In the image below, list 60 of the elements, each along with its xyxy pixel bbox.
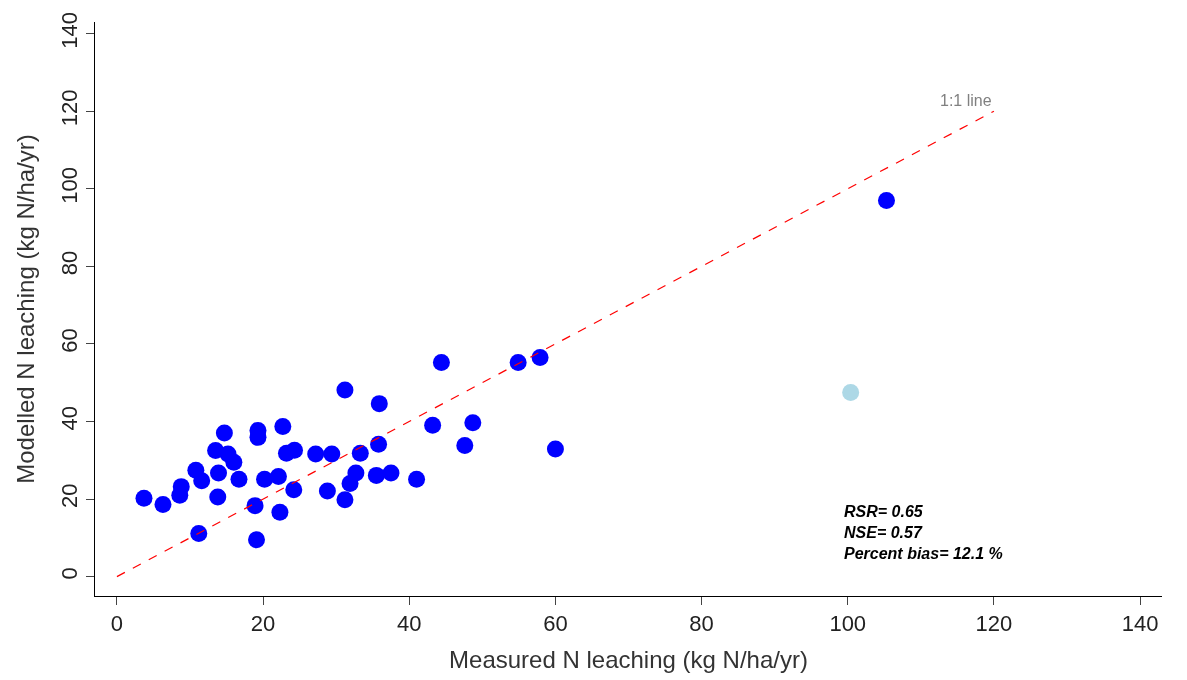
annotation: 1:1 line (940, 92, 992, 109)
x-tick-label: 120 (975, 611, 1013, 637)
x-tick-label: 60 (543, 611, 568, 637)
y-tick-label: 60 (57, 328, 83, 353)
point (509, 354, 527, 372)
y-tick-label: 80 (57, 250, 83, 276)
point (154, 495, 172, 513)
point (274, 418, 292, 435)
y-tick-label: 40 (57, 405, 83, 431)
point (209, 488, 227, 506)
y-tick-label: 20 (57, 483, 83, 508)
point (286, 441, 304, 459)
point (347, 464, 365, 482)
point (323, 445, 341, 463)
point (336, 381, 354, 399)
x-tick-label: 100 (829, 611, 867, 637)
point (367, 466, 385, 484)
annotation: NSE= 0.57 (844, 523, 923, 541)
point (351, 444, 369, 462)
annotation: Percent bias= 12.1 % (844, 544, 1003, 562)
point (842, 383, 860, 401)
x-tick-label: 40 (397, 611, 422, 637)
point (256, 470, 274, 488)
point (190, 525, 208, 543)
point (370, 435, 388, 453)
x-tick-label: 80 (689, 611, 714, 637)
point (225, 453, 243, 471)
point (269, 468, 287, 486)
point (285, 481, 303, 499)
point (464, 414, 482, 432)
point (877, 191, 895, 209)
point (215, 424, 233, 442)
point (408, 470, 426, 488)
annotation: RSR= 0.65 (844, 503, 924, 520)
point (336, 491, 354, 509)
point (531, 348, 549, 366)
point (246, 497, 264, 515)
y-tick-label: 0 (57, 567, 83, 580)
point (248, 531, 266, 549)
point (424, 416, 442, 434)
x-tick-label: 20 (250, 611, 276, 637)
point (318, 482, 336, 500)
point (370, 395, 388, 413)
point (382, 464, 400, 482)
point (271, 503, 289, 521)
x-tick-label: 140 (1121, 611, 1159, 637)
y-tick-label: 140 (57, 11, 83, 49)
point (210, 464, 228, 482)
point (456, 437, 474, 455)
x-axis-title: Measured N leaching (kg N/ha/yr) (449, 645, 808, 673)
point (230, 470, 248, 488)
x-tick-label: 0 (110, 611, 124, 637)
y-tick-label: 100 (57, 167, 83, 204)
point (193, 472, 211, 490)
y-axis-title: Modelled N leaching (kg N/ha/yr) (12, 134, 40, 484)
point (546, 440, 564, 458)
point (135, 489, 153, 507)
y-tick-label: 120 (57, 89, 83, 127)
point (432, 354, 450, 372)
point (307, 445, 325, 463)
